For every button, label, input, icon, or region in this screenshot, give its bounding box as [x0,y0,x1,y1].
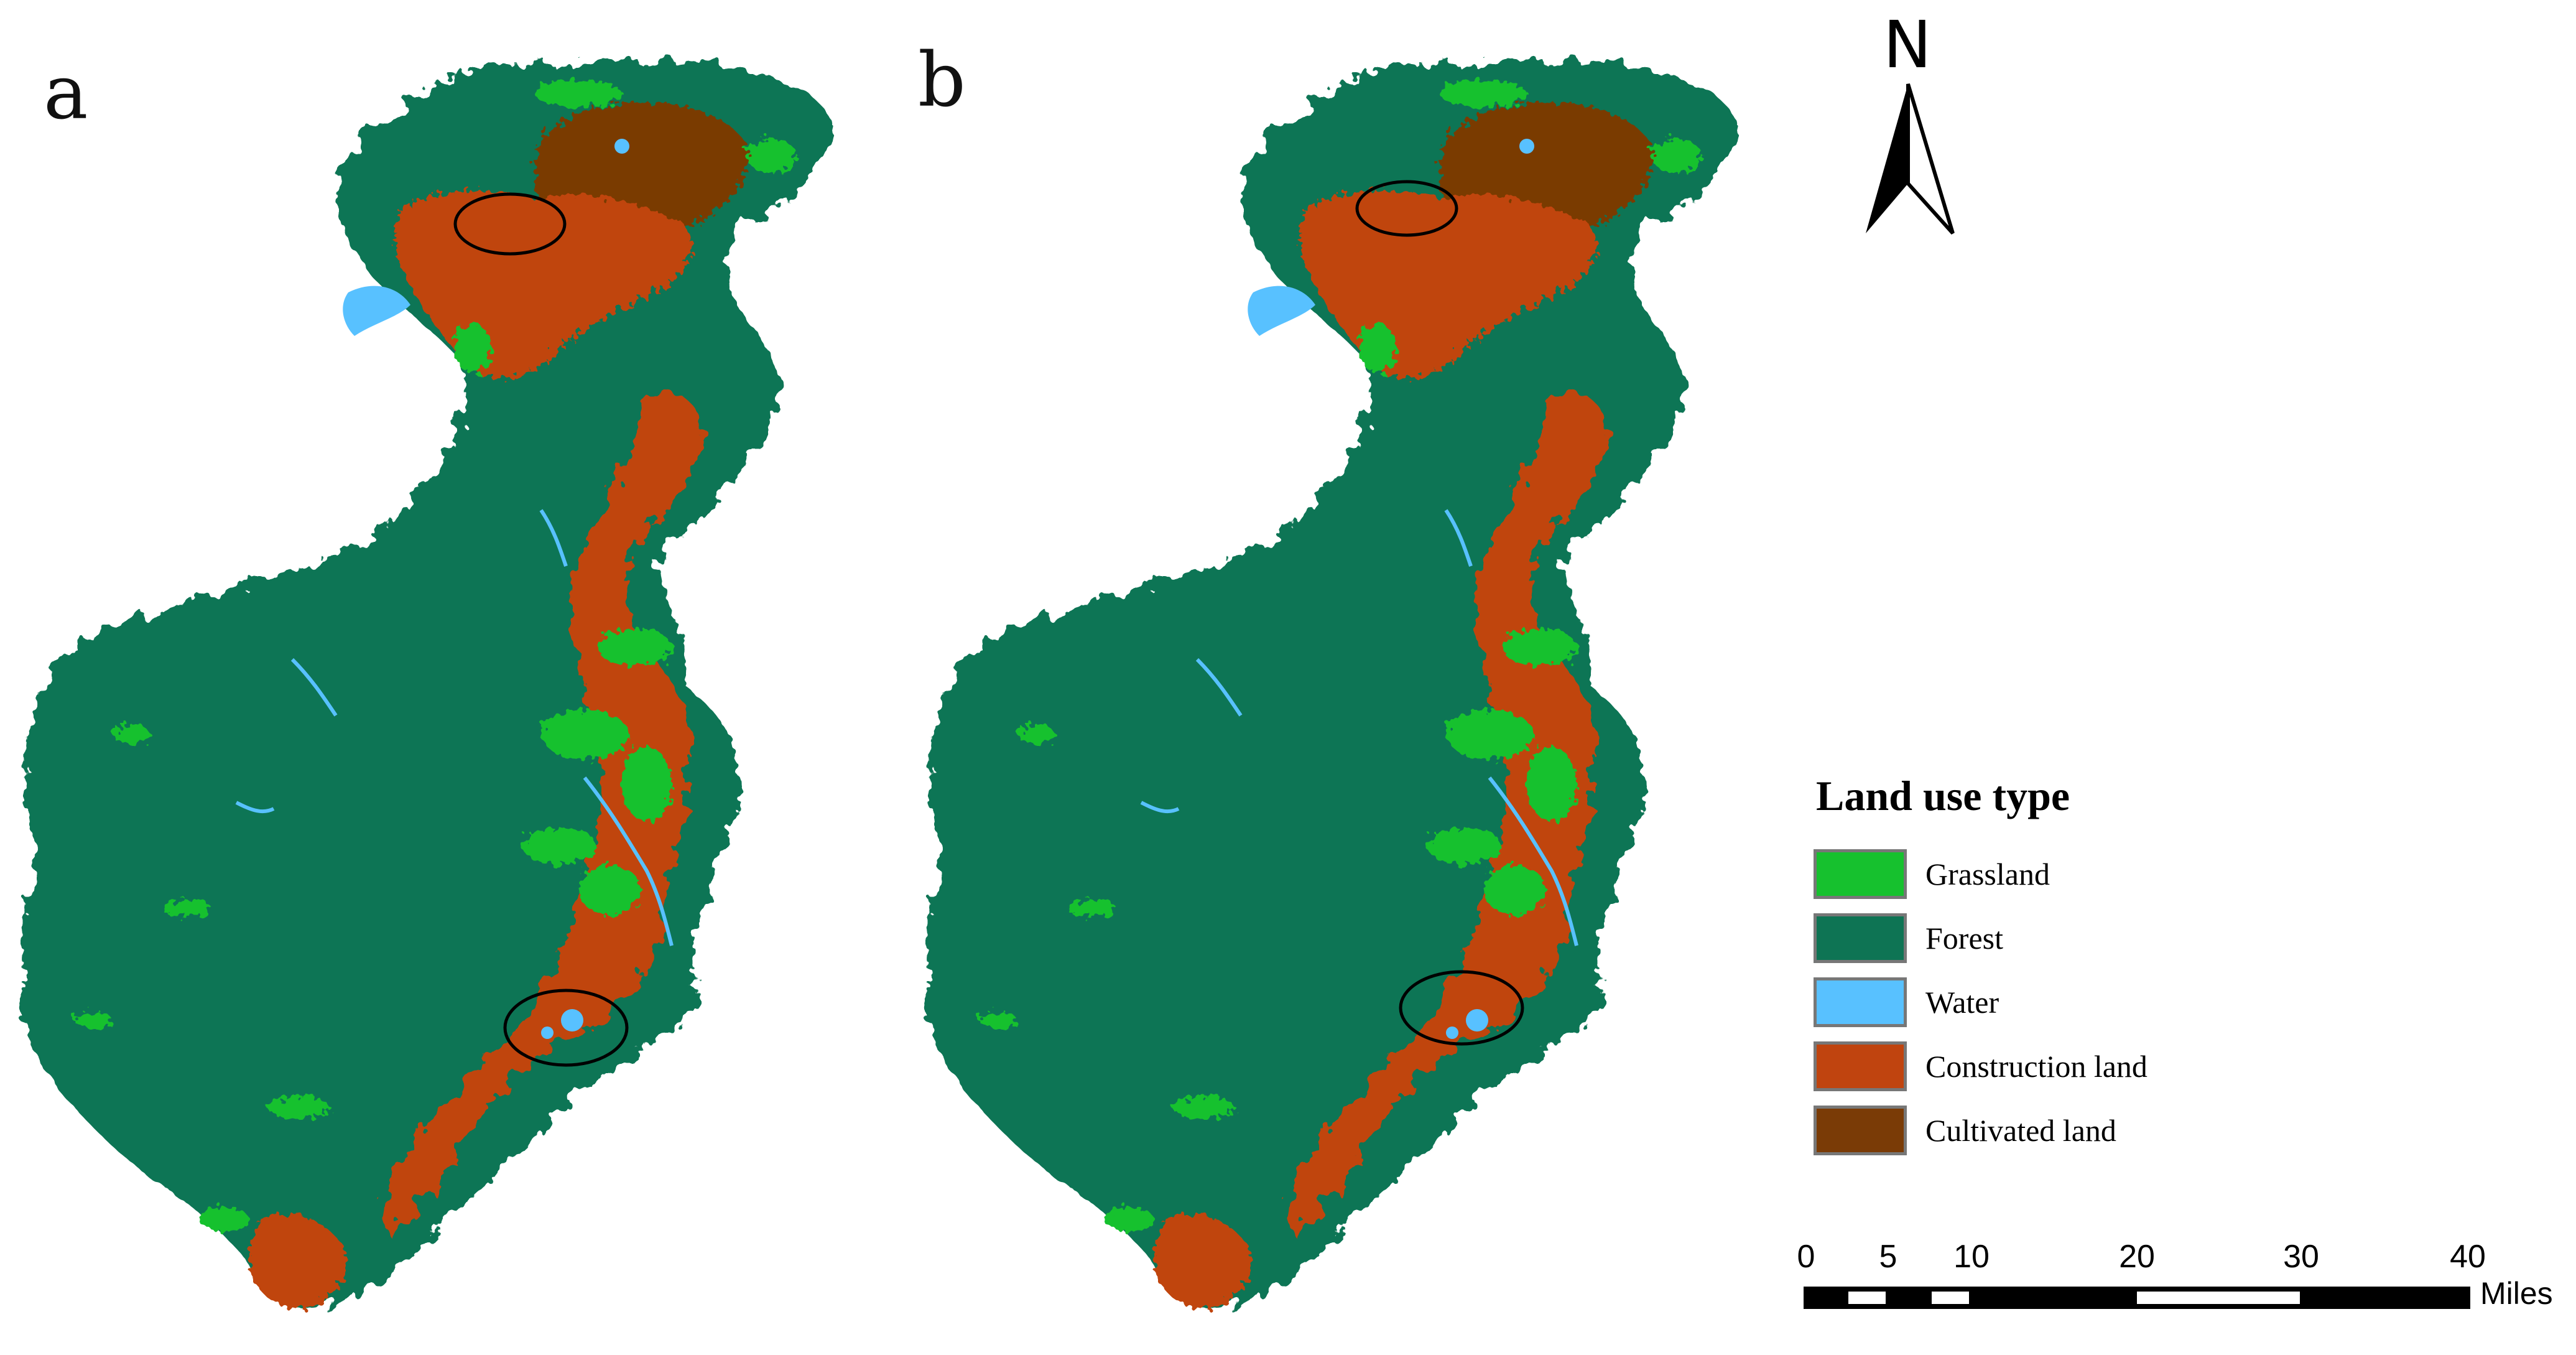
legend-swatch [1814,1041,1907,1091]
legend-label: Cultivated land [1925,1113,2116,1148]
scale-unit-label: Miles [2480,1276,2553,1311]
legend-label: Grassland [1925,857,2050,892]
legend-title: Land use type [1816,772,2070,819]
highlight-circle-south [503,989,629,1067]
highlight-circle-north [453,192,567,256]
legend-item-construction-land: Construction land [1814,1039,2147,1094]
legend-label: Construction land [1925,1049,2147,1084]
legend-swatch [1814,1106,1907,1155]
panel-label-b: b [918,37,966,124]
legend-item-grassland: Grassland [1814,847,2050,901]
scale-tick-label: 0 [1797,1239,1815,1275]
scale-tick-label: 40 [2450,1239,2486,1275]
panel-label-a: a [44,50,88,136]
legend-label: Forest [1925,921,2003,956]
legend-item-forest: Forest [1814,911,2003,966]
scale-tick-label: 10 [1953,1239,1990,1275]
north-arrow-label: N [1883,7,1932,83]
legend-swatch [1814,913,1907,963]
legend-item-cultivated-land: Cultivated land [1814,1103,2116,1158]
map-panel-b [925,59,1738,1308]
highlight-circle-north [1355,180,1458,237]
legend-swatch [1814,849,1907,899]
legend-label: Water [1925,985,1999,1020]
north-arrow-icon [1866,83,1955,235]
scale-tick-label: 20 [2119,1239,2155,1275]
scale-tick-label: 30 [2283,1239,2319,1275]
scale-tick-label: 5 [1879,1239,1897,1275]
map-panel-a [21,59,833,1308]
scale-bar [1804,1287,2470,1309]
highlight-circle-south [1399,970,1524,1046]
legend-item-water: Water [1814,975,1999,1030]
legend-swatch [1814,977,1907,1027]
